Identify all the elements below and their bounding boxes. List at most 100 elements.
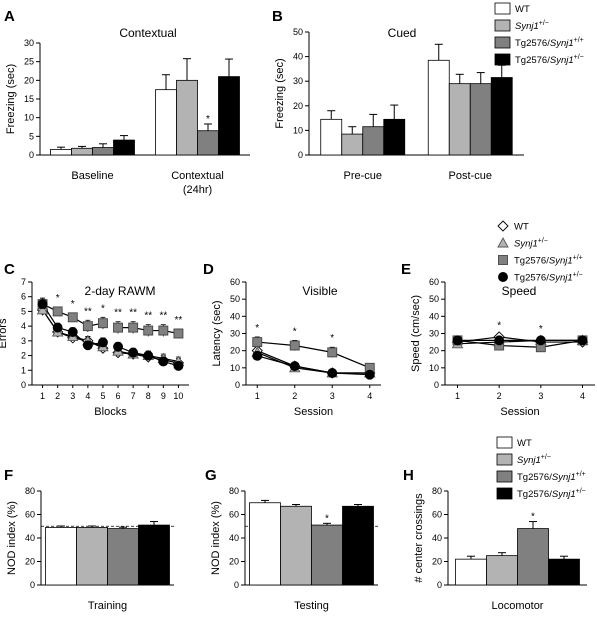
panel-d-sig-2: * [330,333,334,344]
legend-top-label-genotype-2: +/+ [574,37,584,44]
panel-e-sig-2: * [539,324,543,335]
panel-g-ytick-label-4: 80 [229,486,239,496]
panel-f: F 0 20 40 60 80 NOD index (%) Training [4,467,174,612]
legend-bottom-label-genotype-1: +/− [541,454,551,461]
panel-c-point-2-3 [82,321,93,332]
panel-a-bar-0-1 [71,147,93,156]
legend-middle-label-prefix-2: Tg2576/ [514,256,549,267]
panel-c-xtick-label-8: 9 [161,391,166,401]
panel-c-xtick-label-1: 2 [55,391,60,401]
panel-c-point-3-1 [52,322,63,333]
panel-b-ytick-label-4: 40 [293,52,303,62]
panel-c-point-3-9 [173,360,184,371]
panel-a-category-sub-1: (24hr) [183,184,212,196]
panel-f-ytick-label-1: 20 [25,557,35,567]
panel-e-point-3-3 [577,335,588,346]
legend-middle-label-genotype-2: +/+ [573,255,583,262]
panel-h-bar-0-2 [517,528,549,586]
panel-e-series-line-2-0 [457,339,583,348]
panel-a-bar-1-1 [176,79,198,156]
panel-d-letter: D [203,261,214,278]
legend-middle-label-gene-2: Synj1 [549,256,573,267]
panel-c-sig-9: ** [175,315,183,326]
panel-e-xtick-label-3: 4 [580,391,585,401]
legend-bottom-label-1: Synj1+/− [517,454,551,466]
panel-d-ylabel: Latency (sec) [211,300,223,366]
panel-d-point-2-0 [252,337,263,348]
panel-e-point-3-0 [452,335,463,346]
panel-e-xtick-label-0: 1 [455,391,460,401]
legend-middle-swatch-3 [498,272,508,282]
panel-c-point-2-8 [158,325,169,336]
panel-c-point-3-2 [67,327,78,337]
legend-middle-swatch-1 [497,237,509,248]
panel-b-ytick-label-2: 20 [293,101,303,111]
legend-top-label-2: Tg2576/Synj1+/+ [515,37,584,49]
panel-c-xtick-label-6: 7 [131,391,136,401]
panel-a-ylabel: Freezing (sec) [5,64,17,134]
panel-d-ytick-label-4: 40 [230,311,240,321]
panel-c-point-2-9 [173,328,184,339]
panel-e-ytick-label-6: 60 [429,277,439,287]
panel-g-bar-0-0 [249,502,281,586]
panel-h-ytick-label-3: 60 [432,510,442,520]
panel-c-point-3-5 [113,341,123,352]
panel-c-xtick-label-0: 1 [40,391,45,401]
panel-d-series-line-3-0 [257,355,370,376]
panel-f-ytick-label-0: 0 [30,580,35,590]
legend-bottom-label-prefix-3: Tg2576/ [517,489,552,500]
panel-e-xtick-label-2: 3 [538,391,543,401]
legend-top-label-0: WT [515,4,530,15]
panel-c-point-3-0 [37,299,48,310]
panel-a: A Contextual 0 5 10 15 20 25 30 Freezing (sec) Bas… [4,8,250,196]
legend-top-label-gene-3: Synj1 [550,55,574,66]
panel-d-series-line-2-0 [257,341,370,369]
panel-g-bar-0-1 [280,505,312,586]
legend-middle-label-gene-3: Synj1 [549,273,573,284]
legend-bottom-swatch-2 [496,470,513,483]
panel-d-ytick-label-3: 30 [230,329,240,339]
panel-d-xtick-label-1: 2 [292,391,297,401]
legend-bottom-label-3: Tg2576/Synj1+/− [517,488,586,500]
panel-e: E Speed 0 10 20 30 40 50 60 Speed (cm/sec) 1 2 3 4 Ses… [401,261,595,418]
legend-top-swatch-2 [494,36,511,49]
panel-g: G 0 20 40 60 80 NOD index (%) * Testing [205,467,378,612]
panel-d-xtick-label-3: 4 [367,391,372,401]
panel-h-sig-0-2: * [531,512,535,523]
legend-bottom-swatch-1 [496,453,513,466]
panel-a-ytick-label-0: 0 [29,150,34,160]
panel-c-point-1-0 [36,304,49,315]
panel-d-xlabel: Session [294,406,333,418]
panel-b-ytick-label-1: 10 [293,125,303,135]
panel-f-bar-0-2 [107,528,139,586]
legend-middle-label-prefix-0: WT [514,222,529,233]
legend-top-label-prefix-0: WT [515,4,530,15]
panel-g-sig-0-2: * [325,513,329,524]
panel-h-ytick-label-0: 0 [437,580,442,590]
panel-c-point-3-7 [143,350,154,361]
panel-e-ytick-label-3: 30 [429,329,439,339]
panel-d-point-3-3 [364,369,375,380]
panel-c-point-2-6 [128,322,139,333]
panel-c-ytick-label-2: 2 [21,351,26,361]
panel-a-bar-0-0 [50,148,72,156]
panel-c-xtick-label-9: 10 [173,391,183,401]
panel-g-ylabel: NOD index (%) [210,501,222,575]
legend-bottom-label-2: Tg2576/Synj1+/+ [517,471,586,483]
panel-c-xtick-label-3: 4 [85,391,90,401]
panel-d-point-3-1 [289,361,300,372]
panel-c-point-2-5 [113,322,123,333]
panel-e-xlabel: Session [500,406,539,418]
panel-e-ytick-label-1: 10 [429,363,439,373]
panel-f-ytick-label-4: 80 [25,486,35,496]
legend-middle-swatch-0 [497,220,509,232]
legend-top-swatch-0 [494,2,511,15]
panel-b-ytick-label-0: 0 [298,150,303,160]
panel-d-point-3-0 [252,350,263,361]
panel-b-letter: B [272,8,283,25]
legend-middle-label-2: Tg2576/Synj1+/+ [514,255,583,267]
panel-e-letter: E [401,261,411,278]
